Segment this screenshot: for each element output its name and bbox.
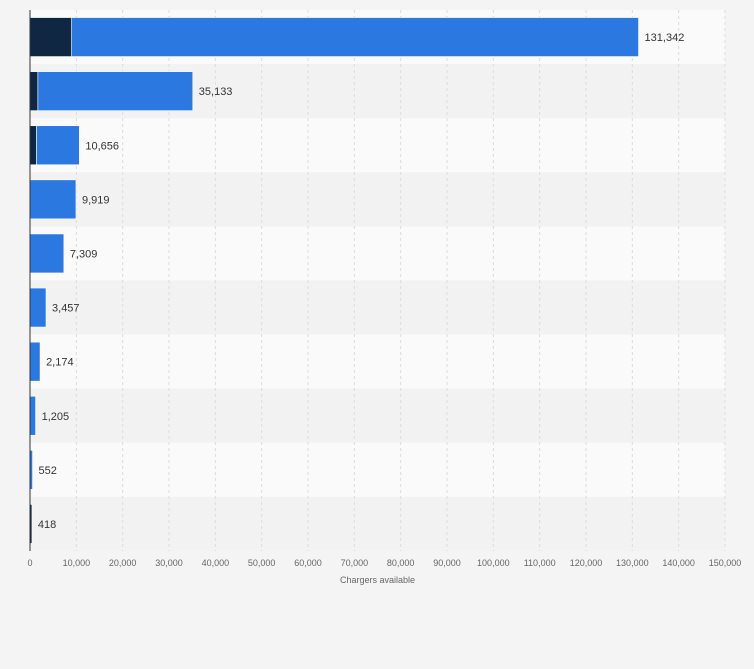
- data-label: 1,205: [42, 411, 70, 423]
- bar-segment-dark: [29, 71, 39, 111]
- row-band: [30, 388, 725, 443]
- x-tick-label: 10,000: [63, 558, 91, 568]
- x-axis-ticks: 0 10,000 20,000 30,000 40,000 50,000 60,000 70,…: [27, 558, 741, 568]
- x-tick-label: 140,000: [662, 558, 695, 568]
- bars: [29, 17, 639, 544]
- bar-segment-blue: [71, 17, 639, 57]
- data-labels: 131,342 35,133 10,656 9,919 7,309 3,457 2,174 1…: [38, 32, 684, 531]
- data-label: 9,919: [82, 194, 110, 206]
- bar-segment-blue: [29, 341, 41, 382]
- bar-segment-blue: [29, 179, 77, 220]
- x-tick-label: 50,000: [248, 558, 276, 568]
- row-band: [30, 226, 725, 281]
- x-tick-label: 70,000: [341, 558, 369, 568]
- x-axis-title: Chargers available: [340, 575, 415, 585]
- data-label: 10,656: [85, 140, 119, 152]
- data-label: 131,342: [645, 32, 685, 44]
- bar-segment-dark: [29, 17, 73, 57]
- x-tick-label: 130,000: [616, 558, 649, 568]
- row-band: [30, 442, 725, 497]
- x-tick-label: 20,000: [109, 558, 137, 568]
- bar-segment-dark: [29, 125, 37, 166]
- row-band: [30, 280, 725, 335]
- x-tick-label: 90,000: [433, 558, 461, 568]
- data-label: 2,174: [46, 357, 74, 369]
- data-label: 3,457: [52, 303, 80, 315]
- data-label: 7,309: [70, 248, 98, 260]
- x-tick-label: 0: [27, 558, 32, 568]
- row-bands: [30, 10, 725, 551]
- data-label: 552: [39, 465, 57, 477]
- row-band: [30, 172, 725, 227]
- bar-segment-blue: [29, 395, 36, 436]
- x-tick-label: 80,000: [387, 558, 415, 568]
- x-tick-label: 100,000: [477, 558, 510, 568]
- bar-segment-blue: [36, 125, 80, 166]
- x-tick-label: 120,000: [570, 558, 603, 568]
- row-band: [30, 496, 725, 551]
- x-tick-label: 40,000: [202, 558, 230, 568]
- bar-segment-blue: [29, 233, 65, 274]
- row-band: [30, 334, 725, 389]
- data-label: 418: [38, 519, 56, 531]
- x-tick-label: 150,000: [709, 558, 742, 568]
- bar-segment-blue: [37, 71, 194, 111]
- row-band: [30, 118, 725, 173]
- bar-segment-blue: [29, 287, 47, 328]
- x-tick-label: 110,000: [524, 558, 556, 568]
- x-tick-label: 30,000: [155, 558, 183, 568]
- data-label: 35,133: [199, 86, 233, 98]
- x-tick-label: 60,000: [294, 558, 322, 568]
